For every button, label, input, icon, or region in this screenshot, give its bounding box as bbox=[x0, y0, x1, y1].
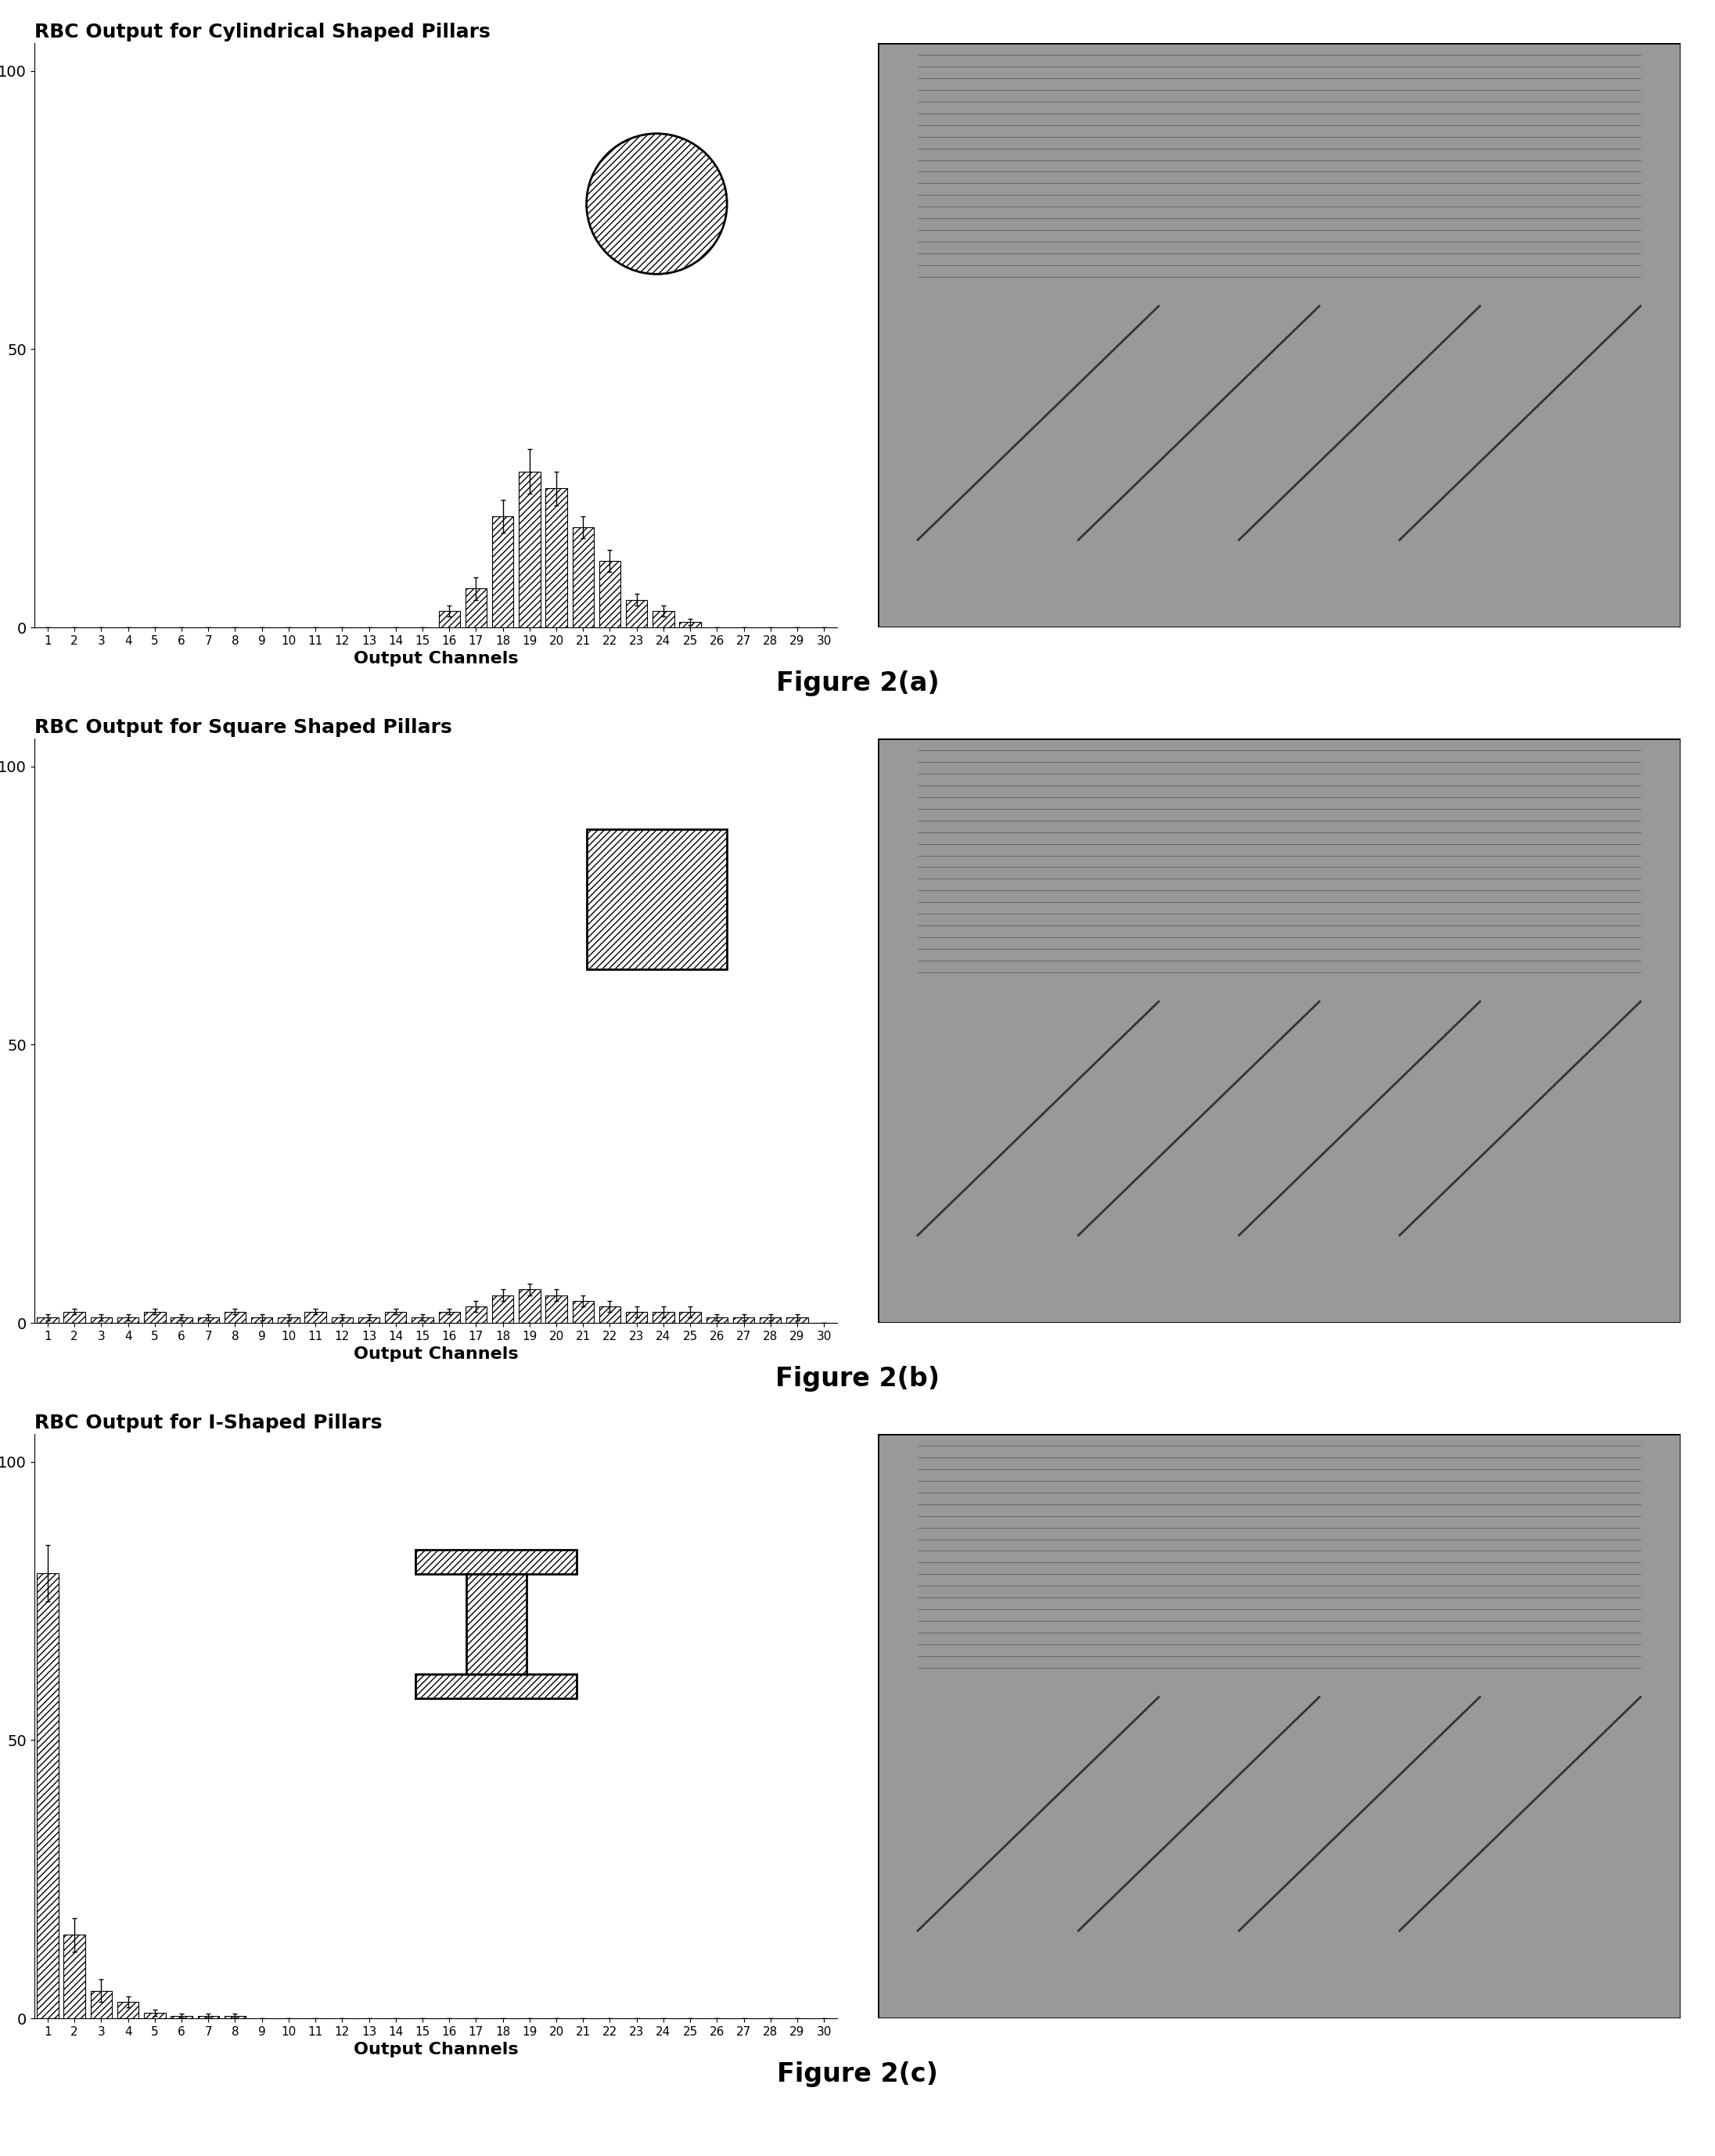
X-axis label: Output Channels: Output Channels bbox=[353, 651, 518, 666]
Bar bbox=[545, 1296, 568, 1324]
Bar bbox=[117, 1317, 139, 1324]
Bar bbox=[520, 1289, 540, 1324]
Text: RBC Output for Square Shaped Pillars: RBC Output for Square Shaped Pillars bbox=[34, 718, 451, 737]
Bar bbox=[679, 1311, 701, 1324]
Bar bbox=[707, 1317, 727, 1324]
Bar bbox=[653, 1311, 674, 1324]
Bar bbox=[384, 1311, 406, 1324]
Text: RBC Output for Cylindrical Shaped Pillars: RBC Output for Cylindrical Shaped Pillar… bbox=[34, 24, 490, 41]
Bar bbox=[144, 1311, 165, 1324]
Bar bbox=[358, 1317, 379, 1324]
Bar bbox=[439, 610, 460, 627]
Bar bbox=[626, 1311, 647, 1324]
Bar bbox=[412, 1317, 434, 1324]
Bar bbox=[278, 1317, 300, 1324]
X-axis label: Output Channels: Output Channels bbox=[353, 1348, 518, 1363]
Bar bbox=[573, 1300, 593, 1324]
Bar bbox=[732, 1317, 755, 1324]
Bar bbox=[653, 610, 674, 627]
Bar bbox=[492, 515, 513, 627]
Bar bbox=[305, 1311, 326, 1324]
Bar bbox=[599, 561, 621, 627]
Bar bbox=[144, 2014, 165, 2018]
Bar bbox=[465, 1307, 487, 1324]
Bar bbox=[760, 1317, 782, 1324]
Bar bbox=[626, 599, 647, 627]
Bar bbox=[545, 489, 568, 627]
Bar bbox=[38, 1574, 58, 2018]
Bar bbox=[63, 1311, 86, 1324]
Bar bbox=[250, 1317, 273, 1324]
Text: Figure 2(c): Figure 2(c) bbox=[777, 2061, 938, 2087]
Bar bbox=[91, 1317, 111, 1324]
Bar bbox=[331, 1317, 353, 1324]
Text: RBC Output for I-Shaped Pillars: RBC Output for I-Shaped Pillars bbox=[34, 1414, 382, 1432]
Bar bbox=[225, 2016, 245, 2018]
Bar bbox=[225, 1311, 245, 1324]
Bar bbox=[197, 2016, 220, 2018]
Bar bbox=[63, 1934, 86, 2018]
Bar bbox=[439, 1311, 460, 1324]
Bar bbox=[117, 2001, 139, 2018]
X-axis label: Output Channels: Output Channels bbox=[353, 2042, 518, 2057]
Text: Figure 2(b): Figure 2(b) bbox=[775, 1365, 940, 1391]
Bar bbox=[787, 1317, 808, 1324]
Bar bbox=[172, 2016, 192, 2018]
Bar bbox=[679, 621, 701, 627]
Bar bbox=[492, 1296, 513, 1324]
Bar bbox=[197, 1317, 220, 1324]
Text: Figure 2(a): Figure 2(a) bbox=[775, 671, 940, 696]
Bar bbox=[520, 472, 540, 627]
Bar bbox=[573, 528, 593, 627]
Bar bbox=[38, 1317, 58, 1324]
Bar bbox=[465, 589, 487, 627]
Bar bbox=[91, 1990, 111, 2018]
Bar bbox=[599, 1307, 621, 1324]
Bar bbox=[172, 1317, 192, 1324]
